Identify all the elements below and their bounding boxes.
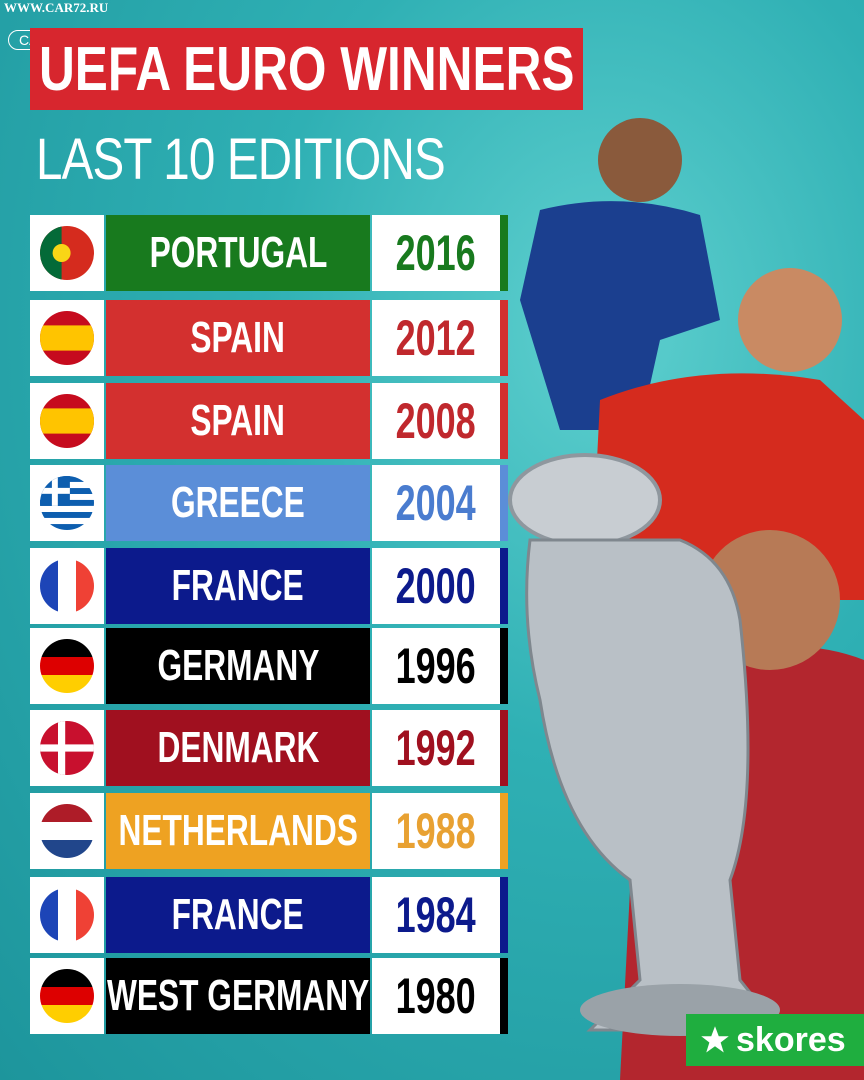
country-cell: SPAIN [106, 383, 370, 459]
flag [40, 639, 94, 693]
year: 1996 [395, 638, 477, 694]
country: SPAIN [190, 396, 286, 445]
strip [500, 215, 508, 291]
strip [500, 793, 508, 869]
country-cell: WEST GERMANY [106, 958, 370, 1034]
year: 1984 [395, 887, 477, 943]
flag [40, 226, 94, 280]
country: SPAIN [190, 313, 286, 362]
flag-cell [30, 548, 104, 624]
country: NETHERLANDS [118, 806, 358, 855]
country: PORTUGAL [149, 228, 327, 277]
row: DENMARK 1992 [30, 710, 508, 786]
player-head [738, 268, 842, 372]
player-head [598, 118, 682, 202]
year-cell: 1996 [372, 628, 500, 704]
trophy-top [508, 453, 662, 547]
year: 2016 [395, 225, 477, 281]
country: FRANCE [171, 561, 304, 610]
country: GREECE [171, 478, 305, 527]
title: UEFA EURO WINNERS [38, 34, 575, 104]
year-cell: 2004 [372, 465, 500, 541]
flag [40, 969, 94, 1023]
country-cell: FRANCE [106, 548, 370, 624]
flag [40, 721, 94, 775]
flag-cell [30, 465, 104, 541]
brand: skores [736, 1020, 846, 1059]
flag-cell [30, 215, 104, 291]
strip [500, 300, 508, 376]
year-cell: 1992 [372, 710, 500, 786]
flag [40, 804, 94, 858]
country-cell: GREECE [106, 465, 370, 541]
year: 2008 [395, 393, 477, 449]
row: GREECE 2004 [30, 465, 508, 541]
year-cell: 1980 [372, 958, 500, 1034]
country: FRANCE [171, 890, 304, 939]
flag-cell [30, 877, 104, 953]
country-cell: GERMANY [106, 628, 370, 704]
row: SPAIN 2012 [30, 300, 508, 376]
row: FRANCE 1984 [30, 877, 508, 953]
country-cell: FRANCE [106, 877, 370, 953]
year: 2000 [395, 558, 477, 614]
watermark: WWW.CAR72.RU [4, 0, 109, 15]
strip [500, 465, 508, 541]
row: FRANCE 2000 [30, 548, 508, 624]
country-cell: SPAIN [106, 300, 370, 376]
player-blue [520, 201, 720, 430]
row: GERMANY 1996 [30, 628, 508, 704]
brand-badge: skores [686, 1014, 864, 1066]
flag-cell [30, 628, 104, 704]
title-box: UEFA EURO WINNERS [30, 28, 583, 110]
year-cell: 2016 [372, 215, 500, 291]
year-cell: 2012 [372, 300, 500, 376]
star-icon [701, 1026, 729, 1053]
flag [40, 559, 94, 613]
flag-cell [30, 793, 104, 869]
country: WEST GERMANY [106, 971, 370, 1020]
flag [40, 476, 94, 530]
strip [500, 710, 508, 786]
flag [40, 888, 94, 942]
year: 2004 [395, 475, 477, 531]
row: PORTUGAL 2016 [30, 215, 508, 291]
year: 1988 [395, 803, 477, 859]
country: DENMARK [157, 723, 319, 772]
country-cell: PORTUGAL [106, 215, 370, 291]
year: 1980 [395, 968, 477, 1024]
row: SPAIN 2008 [30, 383, 508, 459]
subtitle: LAST 10 EDITIONS [36, 127, 446, 192]
country-cell: NETHERLANDS [106, 793, 370, 869]
flag [40, 394, 94, 448]
strip [500, 877, 508, 953]
flag-cell [30, 710, 104, 786]
strip [500, 548, 508, 624]
strip [500, 628, 508, 704]
year-cell: 2008 [372, 383, 500, 459]
flag [40, 311, 94, 365]
country: GERMANY [157, 641, 319, 690]
year: 2012 [395, 310, 477, 366]
year-cell: 1988 [372, 793, 500, 869]
row: WEST GERMANY 1980 [30, 958, 508, 1034]
year: 1992 [395, 720, 477, 776]
strip [500, 383, 508, 459]
year-cell: 1984 [372, 877, 500, 953]
strip [500, 958, 508, 1034]
flag-cell [30, 958, 104, 1034]
year-cell: 2000 [372, 548, 500, 624]
flag-cell [30, 383, 104, 459]
flag-cell [30, 300, 104, 376]
country-cell: DENMARK [106, 710, 370, 786]
row: NETHERLANDS 1988 [30, 793, 508, 869]
